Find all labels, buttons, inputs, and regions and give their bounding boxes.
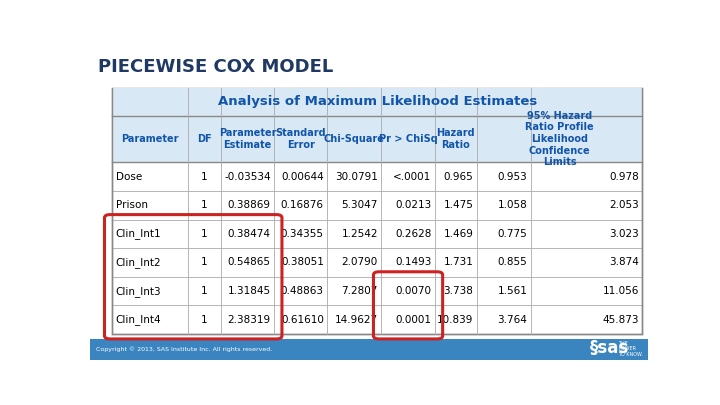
Text: Dose: Dose [116,172,142,182]
Text: 2.38319: 2.38319 [228,315,271,325]
Text: 1.731: 1.731 [444,258,473,267]
Text: 14.9627: 14.9627 [335,315,378,325]
Text: 1.469: 1.469 [444,229,473,239]
Text: 1: 1 [201,172,207,182]
Text: 1.561: 1.561 [498,286,528,296]
Text: Clin_Int3: Clin_Int3 [116,286,161,296]
Text: 2.0790: 2.0790 [342,258,378,267]
Text: 3.764: 3.764 [498,315,528,325]
Text: 0.0213: 0.0213 [395,200,431,210]
Text: 0.38474: 0.38474 [228,229,271,239]
Text: 0.61610: 0.61610 [281,315,324,325]
Text: 10.839: 10.839 [437,315,473,325]
FancyBboxPatch shape [90,339,648,360]
Text: Standard
Error: Standard Error [275,128,326,150]
FancyBboxPatch shape [112,87,642,116]
Text: 1.31845: 1.31845 [228,286,271,296]
Text: 0.54865: 0.54865 [228,258,271,267]
Text: 0.00644: 0.00644 [281,172,324,182]
Text: 0.38051: 0.38051 [281,258,324,267]
Text: DF: DF [197,134,212,144]
Text: <.0001: <.0001 [393,172,431,182]
Text: 7.2807: 7.2807 [341,286,378,296]
Text: 0.965: 0.965 [444,172,473,182]
Text: 5.3047: 5.3047 [341,200,378,210]
FancyBboxPatch shape [112,116,642,162]
Text: 30.0791: 30.0791 [335,172,378,182]
Text: THE
POWER
TO KNOW.: THE POWER TO KNOW. [618,341,643,357]
Text: 3.874: 3.874 [609,258,639,267]
Text: 0.953: 0.953 [498,172,528,182]
Text: 0.0070: 0.0070 [395,286,431,296]
Text: Hazard
Ratio: Hazard Ratio [436,128,475,150]
Text: §sas: §sas [590,339,629,357]
Text: 0.1493: 0.1493 [395,258,431,267]
Text: 95% Hazard
Ratio Profile
Likelihood
Confidence
Limits: 95% Hazard Ratio Profile Likelihood Conf… [526,111,594,167]
Text: 0.978: 0.978 [609,172,639,182]
FancyBboxPatch shape [112,87,642,334]
Text: 0.2628: 0.2628 [395,229,431,239]
Text: Prison: Prison [116,200,148,210]
Text: 0.775: 0.775 [498,229,528,239]
Text: Analysis of Maximum Likelihood Estimates: Analysis of Maximum Likelihood Estimates [217,95,537,108]
Text: Clin_Int4: Clin_Int4 [116,314,161,325]
Text: 1: 1 [201,286,207,296]
Text: 1: 1 [201,200,207,210]
Text: 1.2542: 1.2542 [341,229,378,239]
Text: Parameter: Parameter [121,134,179,144]
Text: 1.475: 1.475 [444,200,473,210]
Text: Pr > ChiSq: Pr > ChiSq [379,134,438,144]
Text: Parameter
Estimate: Parameter Estimate [219,128,276,150]
Text: 3.738: 3.738 [444,286,473,296]
Text: 0.34355: 0.34355 [281,229,324,239]
Text: 0.48863: 0.48863 [281,286,324,296]
Text: 11.056: 11.056 [603,286,639,296]
Text: Clin_Int2: Clin_Int2 [116,257,161,268]
Text: 3.023: 3.023 [609,229,639,239]
Text: PIECEWISE COX MODEL: PIECEWISE COX MODEL [99,58,333,76]
Text: Clin_Int1: Clin_Int1 [116,228,161,239]
Text: 0.38869: 0.38869 [228,200,271,210]
Text: 45.873: 45.873 [603,315,639,325]
Text: 1.058: 1.058 [498,200,528,210]
Text: Copyright © 2013, SAS Institute Inc. All rights reserved.: Copyright © 2013, SAS Institute Inc. All… [96,347,272,352]
Text: 0.0001: 0.0001 [395,315,431,325]
Text: -0.03534: -0.03534 [224,172,271,182]
Text: Chi-Square: Chi-Square [324,134,384,144]
Text: 1: 1 [201,315,207,325]
Text: 2.053: 2.053 [609,200,639,210]
Text: 0.855: 0.855 [498,258,528,267]
Text: 1: 1 [201,229,207,239]
Text: 1: 1 [201,258,207,267]
Text: 0.16876: 0.16876 [281,200,324,210]
